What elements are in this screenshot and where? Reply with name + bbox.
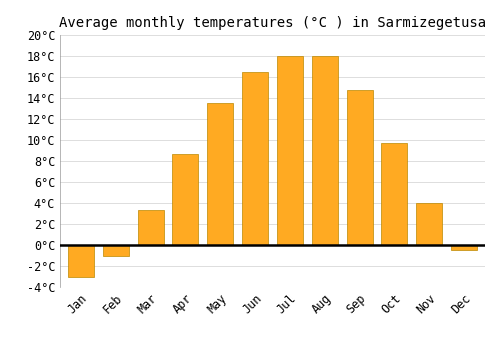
Title: Average monthly temperatures (°C ) in Sarmizegetusa: Average monthly temperatures (°C ) in Sa… xyxy=(59,16,486,30)
Bar xyxy=(68,245,94,276)
Bar xyxy=(172,154,199,245)
Bar xyxy=(102,245,129,255)
Bar xyxy=(242,72,268,245)
Bar xyxy=(312,56,338,245)
Bar xyxy=(138,210,164,245)
Bar xyxy=(277,56,303,245)
Bar xyxy=(346,90,372,245)
Bar xyxy=(207,103,234,245)
Bar xyxy=(416,203,442,245)
Bar xyxy=(382,143,407,245)
Bar xyxy=(451,245,477,250)
